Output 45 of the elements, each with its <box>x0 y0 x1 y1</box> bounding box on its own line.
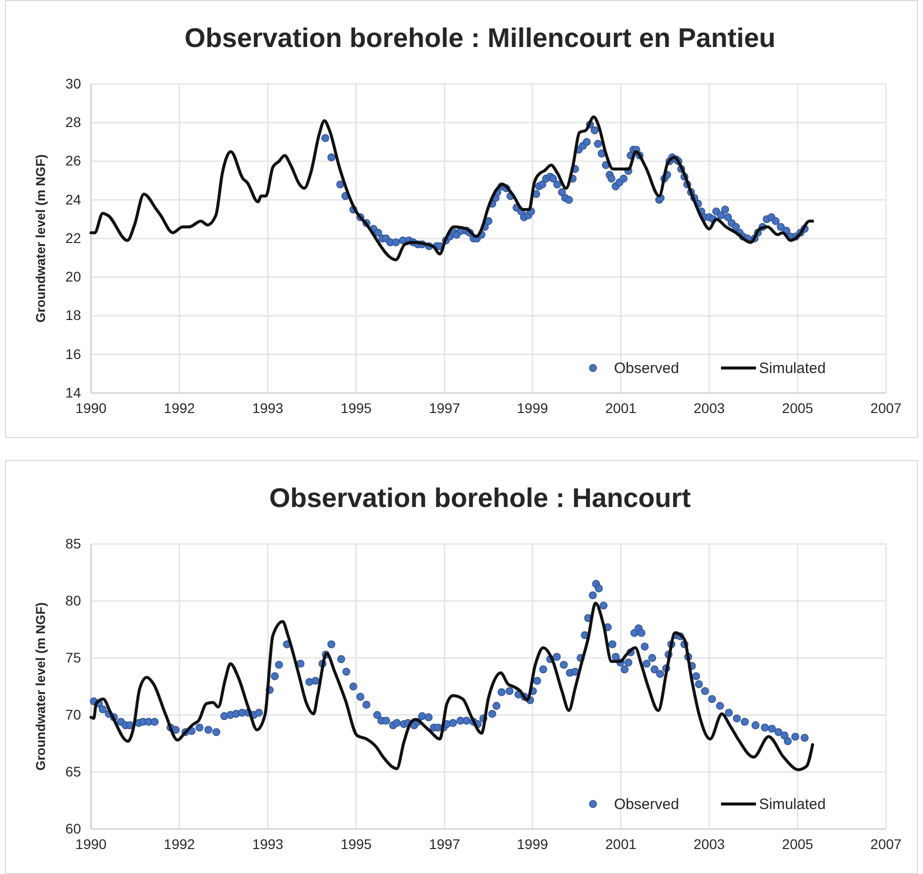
x-tick-label: 1992 <box>164 400 196 416</box>
x-tick-label: 1992 <box>164 836 196 852</box>
x-tick-label: 2007 <box>870 836 902 852</box>
line-series <box>90 115 814 262</box>
y-tick-label: 70 <box>65 706 82 722</box>
y-axis-title: Groundwater level (m NGF) <box>33 602 48 771</box>
y-tick-label: 16 <box>65 346 82 362</box>
y-tick-label: 30 <box>65 75 82 92</box>
y-tick-label: 22 <box>65 230 82 246</box>
x-tick-label: 2003 <box>694 836 726 852</box>
y-tick-label: 65 <box>65 763 82 780</box>
chart-title: Observation borehole : Hancourt <box>269 483 691 513</box>
y-tick-label: 85 <box>65 535 82 552</box>
x-tick-label: 2001 <box>605 400 637 416</box>
legend-label: Simulated <box>759 360 826 377</box>
y-axis-title: Groundwater level (m NGF) <box>33 154 48 323</box>
x-tick-label: 1990 <box>75 836 107 852</box>
y-tick-label: 80 <box>65 592 82 608</box>
y-tick-label: 20 <box>65 268 82 285</box>
x-tick-label: 2007 <box>870 400 902 416</box>
y-tick-label: 75 <box>65 649 82 666</box>
y-tick-label: 26 <box>65 152 82 169</box>
legend-label: Simulated <box>759 796 826 813</box>
x-tick-label: 1999 <box>516 400 548 416</box>
x-tick-label: 2001 <box>605 836 637 852</box>
legend-label: Observed <box>614 360 680 377</box>
line-series <box>90 602 814 772</box>
x-tick-label: 2003 <box>694 400 726 416</box>
legend-label: Observed <box>614 796 680 813</box>
y-tick-label: 18 <box>65 307 82 324</box>
x-tick-label: 1997 <box>428 400 460 416</box>
y-tick-label: 60 <box>65 820 82 836</box>
y-tick-label: 28 <box>65 114 82 130</box>
x-tick-label: 1993 <box>252 836 284 852</box>
x-tick-label: 1993 <box>252 400 284 416</box>
x-tick-label: 1997 <box>428 836 460 852</box>
x-tick-label: 2005 <box>782 400 814 416</box>
x-tick-label: 1995 <box>340 400 372 416</box>
x-tick-label: 1990 <box>75 400 107 416</box>
x-tick-label: 1995 <box>340 836 372 852</box>
y-tick-label: 14 <box>65 384 82 400</box>
x-tick-label: 2005 <box>782 836 814 852</box>
chart-title: Observation borehole : Millencourt en Pantieu <box>184 23 776 53</box>
x-tick-label: 1999 <box>516 836 548 852</box>
y-tick-label: 24 <box>65 191 82 208</box>
